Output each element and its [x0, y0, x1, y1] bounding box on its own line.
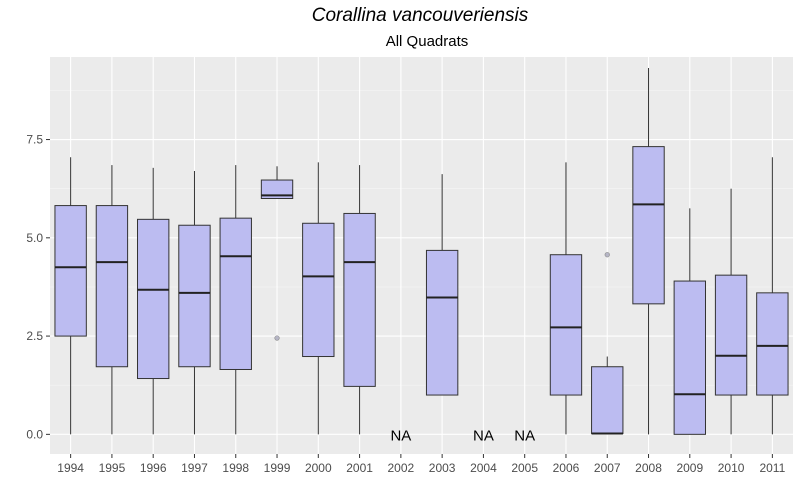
- x-tick-label: 1999: [264, 461, 291, 475]
- y-axis: 0.0 2.5 5.0 7.5: [26, 133, 50, 441]
- box-body: [54, 205, 87, 337]
- box-2005: NA: [514, 427, 535, 444]
- box-body: [425, 249, 459, 396]
- x-tick-label: 2006: [553, 461, 580, 475]
- x-tick-label: 2000: [305, 461, 332, 475]
- x-tick-label: 2002: [388, 461, 415, 475]
- box-1994: [54, 157, 87, 435]
- missing-label: NA: [514, 427, 535, 444]
- box-2003: [425, 174, 459, 396]
- x-tick-label: 1996: [140, 461, 167, 475]
- x-tick-label: 2005: [511, 461, 538, 475]
- missing-label: NA: [473, 427, 494, 444]
- box-body: [95, 205, 129, 368]
- y-tick-label: 7.5: [26, 133, 43, 147]
- box-body: [756, 292, 789, 396]
- x-tick-label: 2003: [429, 461, 456, 475]
- box-body: [178, 224, 211, 368]
- box-body: [549, 254, 583, 396]
- plot-panel: [50, 57, 793, 454]
- box-body: [632, 146, 665, 305]
- x-tick-label: 2011: [759, 461, 785, 475]
- x-tick-label: 2010: [718, 461, 745, 475]
- box-body: [302, 222, 335, 358]
- box-2011: [756, 157, 789, 435]
- box-body: [219, 217, 252, 370]
- box-2007: [591, 252, 624, 435]
- x-tick-label: 1995: [99, 461, 126, 475]
- outlier-point: [604, 252, 610, 258]
- x-tick-label: 2001: [346, 461, 373, 475]
- box-body: [137, 218, 170, 380]
- y-tick-label: 5.0: [26, 231, 43, 245]
- box-2000: [302, 162, 335, 435]
- y-tick-label: 0.0: [26, 427, 43, 441]
- box-series: NA NA NA: [54, 68, 789, 444]
- x-tick-label: 1997: [181, 461, 208, 475]
- box-1999: [260, 166, 294, 341]
- box-body: [673, 280, 706, 435]
- missing-label: NA: [390, 427, 411, 444]
- box-2010: [714, 188, 748, 435]
- x-axis: 1994 1995 1996 1997 1998 1999 2000 2001 2002 2003…: [57, 454, 786, 475]
- chart-subtitle: All Quadrats: [385, 33, 469, 50]
- x-tick-label: 2007: [594, 461, 621, 475]
- box-2009: [673, 208, 706, 435]
- box-2002: NA: [390, 427, 411, 444]
- box-1995: [95, 165, 129, 435]
- outlier-point: [274, 335, 280, 341]
- box-1997: [178, 170, 211, 435]
- x-tick-label: 1994: [57, 461, 84, 475]
- y-tick-label: 2.5: [26, 329, 43, 343]
- x-tick-label: 1998: [222, 461, 249, 475]
- box-2006: [549, 162, 583, 435]
- box-2008: [632, 68, 665, 435]
- box-1998: [219, 165, 252, 435]
- box-body: [260, 179, 294, 200]
- box-body: [714, 274, 748, 396]
- x-tick-label: 2009: [676, 461, 703, 475]
- chart-title: Corallina vancouveriensis: [311, 5, 529, 26]
- box-2001: [343, 165, 376, 435]
- box-1996: [137, 167, 170, 435]
- x-tick-label: 2004: [470, 461, 497, 475]
- box-body: [591, 366, 624, 435]
- x-tick-label: 2008: [635, 461, 662, 475]
- box-2004: NA: [473, 427, 494, 444]
- box-body: [343, 212, 376, 387]
